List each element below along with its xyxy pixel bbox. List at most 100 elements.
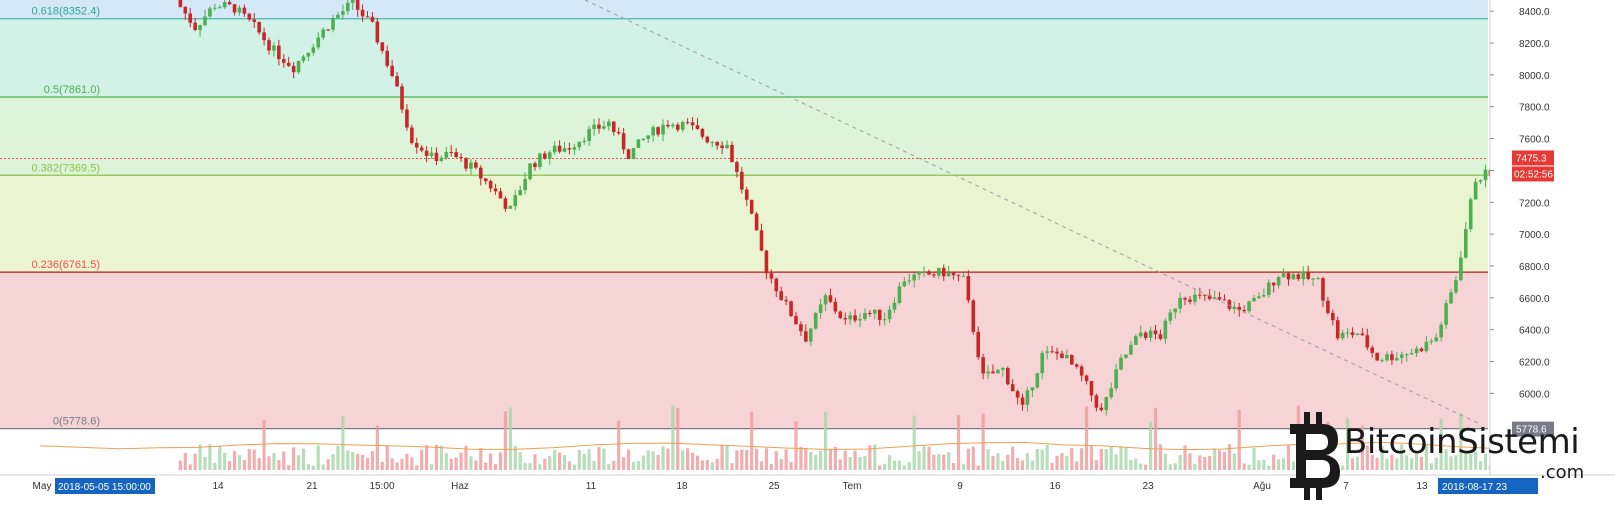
candle-body <box>764 250 769 274</box>
volume-bar <box>1365 445 1369 470</box>
time-tick-label: 21 <box>306 481 318 492</box>
candle-body <box>868 313 872 315</box>
candle-body <box>208 8 212 17</box>
candle-body <box>710 141 715 143</box>
volume-bar <box>237 455 242 470</box>
candle-body <box>730 144 734 163</box>
fib-zone <box>0 175 1488 273</box>
candle-body <box>715 141 719 146</box>
candle-body <box>533 163 537 167</box>
candle-body <box>543 153 547 159</box>
volume-bar <box>405 453 409 470</box>
time-tick-label: 13 <box>1416 481 1428 492</box>
candle-body <box>439 157 444 161</box>
candle-body <box>1153 330 1158 335</box>
candle-body <box>1060 353 1064 359</box>
candle-body <box>222 2 227 8</box>
candle-body <box>1119 357 1123 370</box>
volume-bar <box>676 407 680 470</box>
candle-body <box>1188 299 1192 302</box>
volume-bar <box>1449 456 1453 470</box>
volume-bar <box>804 447 808 470</box>
candle-body <box>1168 312 1173 321</box>
volume-bar <box>533 454 537 470</box>
volume-bar <box>1193 463 1197 470</box>
candle-body <box>1094 395 1099 408</box>
candle-body <box>1350 332 1355 336</box>
price-tick-label: 6600.0 <box>1519 294 1550 305</box>
candle-body <box>1001 367 1005 370</box>
volume-bar <box>1267 465 1271 470</box>
candle-body <box>804 331 808 342</box>
volume-bar <box>617 420 621 470</box>
volume-bar <box>1385 458 1389 470</box>
candle-body <box>1478 180 1483 182</box>
volume-bar <box>1124 447 1128 470</box>
volume-bar <box>282 451 286 470</box>
candle-body <box>567 148 572 150</box>
candle-body <box>902 281 907 287</box>
candle-body <box>1178 297 1182 309</box>
candle-body <box>695 125 700 129</box>
candle-body <box>508 206 513 209</box>
candle-body <box>547 152 552 159</box>
candle-body <box>1291 274 1296 280</box>
candle-body <box>572 147 577 150</box>
candle-body <box>1134 336 1138 345</box>
candle-body <box>1454 280 1458 293</box>
volume-bar <box>1262 459 1266 470</box>
candle-body <box>616 131 621 134</box>
candle-body <box>247 13 252 20</box>
candle-body <box>1247 301 1251 312</box>
volume-bar <box>740 449 744 470</box>
candle-body <box>227 2 232 5</box>
volume-bar <box>257 458 261 470</box>
candle-body <box>1257 296 1261 299</box>
volume-bar <box>1439 418 1443 470</box>
candle-body <box>937 267 941 276</box>
price-tick-label: 7800.0 <box>1519 103 1550 114</box>
candle-body <box>754 213 759 231</box>
candle-body <box>1326 300 1330 313</box>
volume-bar <box>390 458 394 470</box>
candle-body <box>1439 324 1443 338</box>
volume-bar <box>518 452 522 470</box>
watermark-brand: BitcoinSistemi <box>1344 422 1580 462</box>
price-axis[interactable]: 8400.08200.08000.07800.07600.07400.07200… <box>1489 0 1615 480</box>
volume-bar <box>562 455 567 470</box>
volume-bar <box>656 454 660 470</box>
candle-body <box>1281 273 1286 278</box>
volume-bar <box>597 446 601 470</box>
volume-bar <box>385 446 389 470</box>
time-tick-label: 11 <box>586 481 597 492</box>
volume-bar <box>794 420 798 470</box>
fib-zones <box>0 0 1488 429</box>
volume-bar <box>917 451 921 470</box>
candle-body <box>656 127 660 135</box>
bitcoin-logo-icon <box>1290 412 1340 500</box>
volume-bar <box>641 455 645 470</box>
candle-body <box>1193 294 1197 302</box>
volume-bar <box>1040 449 1044 470</box>
candle-body <box>626 149 631 160</box>
volume-bar <box>932 454 936 470</box>
volume-bar <box>1355 456 1360 470</box>
candle-body <box>1434 337 1439 342</box>
volume-bar <box>365 457 370 470</box>
time-tick-label: 7 <box>1343 481 1349 492</box>
volume-bar <box>1119 446 1123 470</box>
candle-body <box>346 2 350 12</box>
volume-bar <box>814 454 818 470</box>
volume-bar <box>420 449 424 470</box>
trendline[interactable] <box>584 0 1481 425</box>
volume-bar <box>1178 455 1182 470</box>
volume-bar <box>671 405 675 470</box>
time-axis[interactable]: May 14 21 15:00 Haz 11 18 25 Tem 9 16 23 Ağu 7 13 2018-… <box>0 474 1615 510</box>
countdown-tag <box>1512 166 1554 182</box>
candle-body <box>725 144 729 149</box>
volume-bar <box>666 448 670 470</box>
candle-body <box>1429 341 1434 343</box>
price-tick-label: 8000.0 <box>1519 71 1550 82</box>
